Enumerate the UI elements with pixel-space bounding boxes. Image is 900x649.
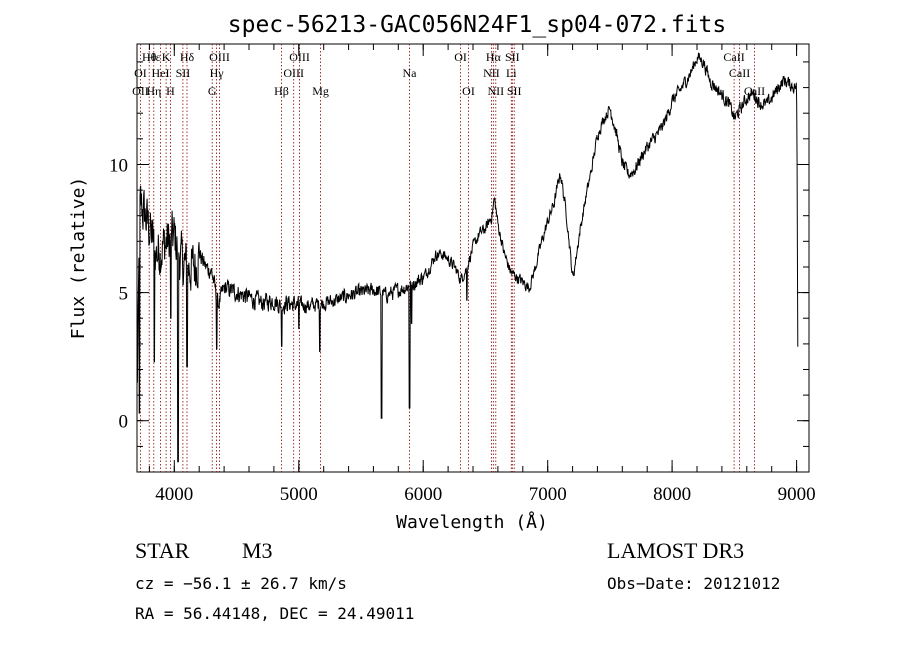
- line-label: CaII: [723, 50, 744, 64]
- line-label: OI: [462, 84, 475, 98]
- x-axis-ticks: 4000 5000 6000 7000 8000 9000: [148, 44, 816, 505]
- line-label: Hγ: [210, 66, 225, 80]
- y-tick-label: 10: [109, 156, 128, 177]
- y-tick-label: 5: [119, 284, 129, 305]
- x-tick-label: 8000: [653, 484, 691, 505]
- line-label: Hη: [146, 84, 161, 98]
- line-label: G: [208, 84, 217, 98]
- line-label: SII: [505, 50, 520, 64]
- line-label: NII: [487, 84, 504, 98]
- spectrum-line: [136, 52, 799, 463]
- x-tick-label: 9000: [778, 484, 816, 505]
- line-label: Hθ: [142, 50, 157, 64]
- line-label: SII: [507, 84, 522, 98]
- line-label: CaII: [729, 66, 750, 80]
- line-label: Hβ: [274, 84, 289, 98]
- line-label: OI: [134, 66, 147, 80]
- chart-title: spec-56213-GAC056N24F1_sp04-072.fits: [228, 12, 727, 38]
- line-label: H: [166, 84, 175, 98]
- survey-name: LAMOST DR3: [607, 538, 744, 563]
- line-label: K: [162, 50, 171, 64]
- line-label: OI: [454, 50, 467, 64]
- line-label: Hδ: [180, 50, 195, 64]
- object-subclass: M3: [242, 538, 273, 563]
- line-label: Li: [506, 66, 517, 80]
- line-label: Hε: [147, 50, 161, 64]
- line-label: CaII: [744, 84, 765, 98]
- y-axis-ticks: 0 5 10: [109, 61, 809, 473]
- line-label: OIII: [289, 50, 310, 64]
- y-axis-label: Flux (relative): [68, 177, 89, 340]
- line-label: SII: [176, 66, 191, 80]
- x-tick-label: 6000: [404, 484, 442, 505]
- y-tick-label: 0: [119, 412, 129, 433]
- line-label: HeI: [152, 66, 170, 80]
- object-class: STAR: [135, 538, 190, 563]
- x-axis-label: Wavelength (Å): [396, 511, 548, 533]
- line-label: Na: [403, 66, 418, 80]
- line-label: NII: [483, 66, 500, 80]
- line-label: Hα: [486, 50, 502, 64]
- obs-date: Obs−Date: 20121012: [607, 574, 780, 593]
- line-label: OIII: [209, 50, 230, 64]
- line-label: OIII: [283, 66, 304, 80]
- x-tick-label: 5000: [280, 484, 318, 505]
- emission-line-markers: [139, 44, 755, 472]
- line-label: Mg: [312, 84, 329, 98]
- redshift-text: cz = −56.1 ± 26.7 km/s: [135, 574, 347, 593]
- x-tick-label: 4000: [155, 484, 193, 505]
- x-tick-label: 7000: [529, 484, 567, 505]
- coordinates: RA = 56.44148, DEC = 24.49011: [135, 604, 414, 623]
- line-label: OII: [132, 84, 149, 98]
- info-panel: STAR M3 LAMOST DR3 cz = −56.1 ± 26.7 km/…: [135, 538, 780, 623]
- plot-frame: [136, 43, 810, 473]
